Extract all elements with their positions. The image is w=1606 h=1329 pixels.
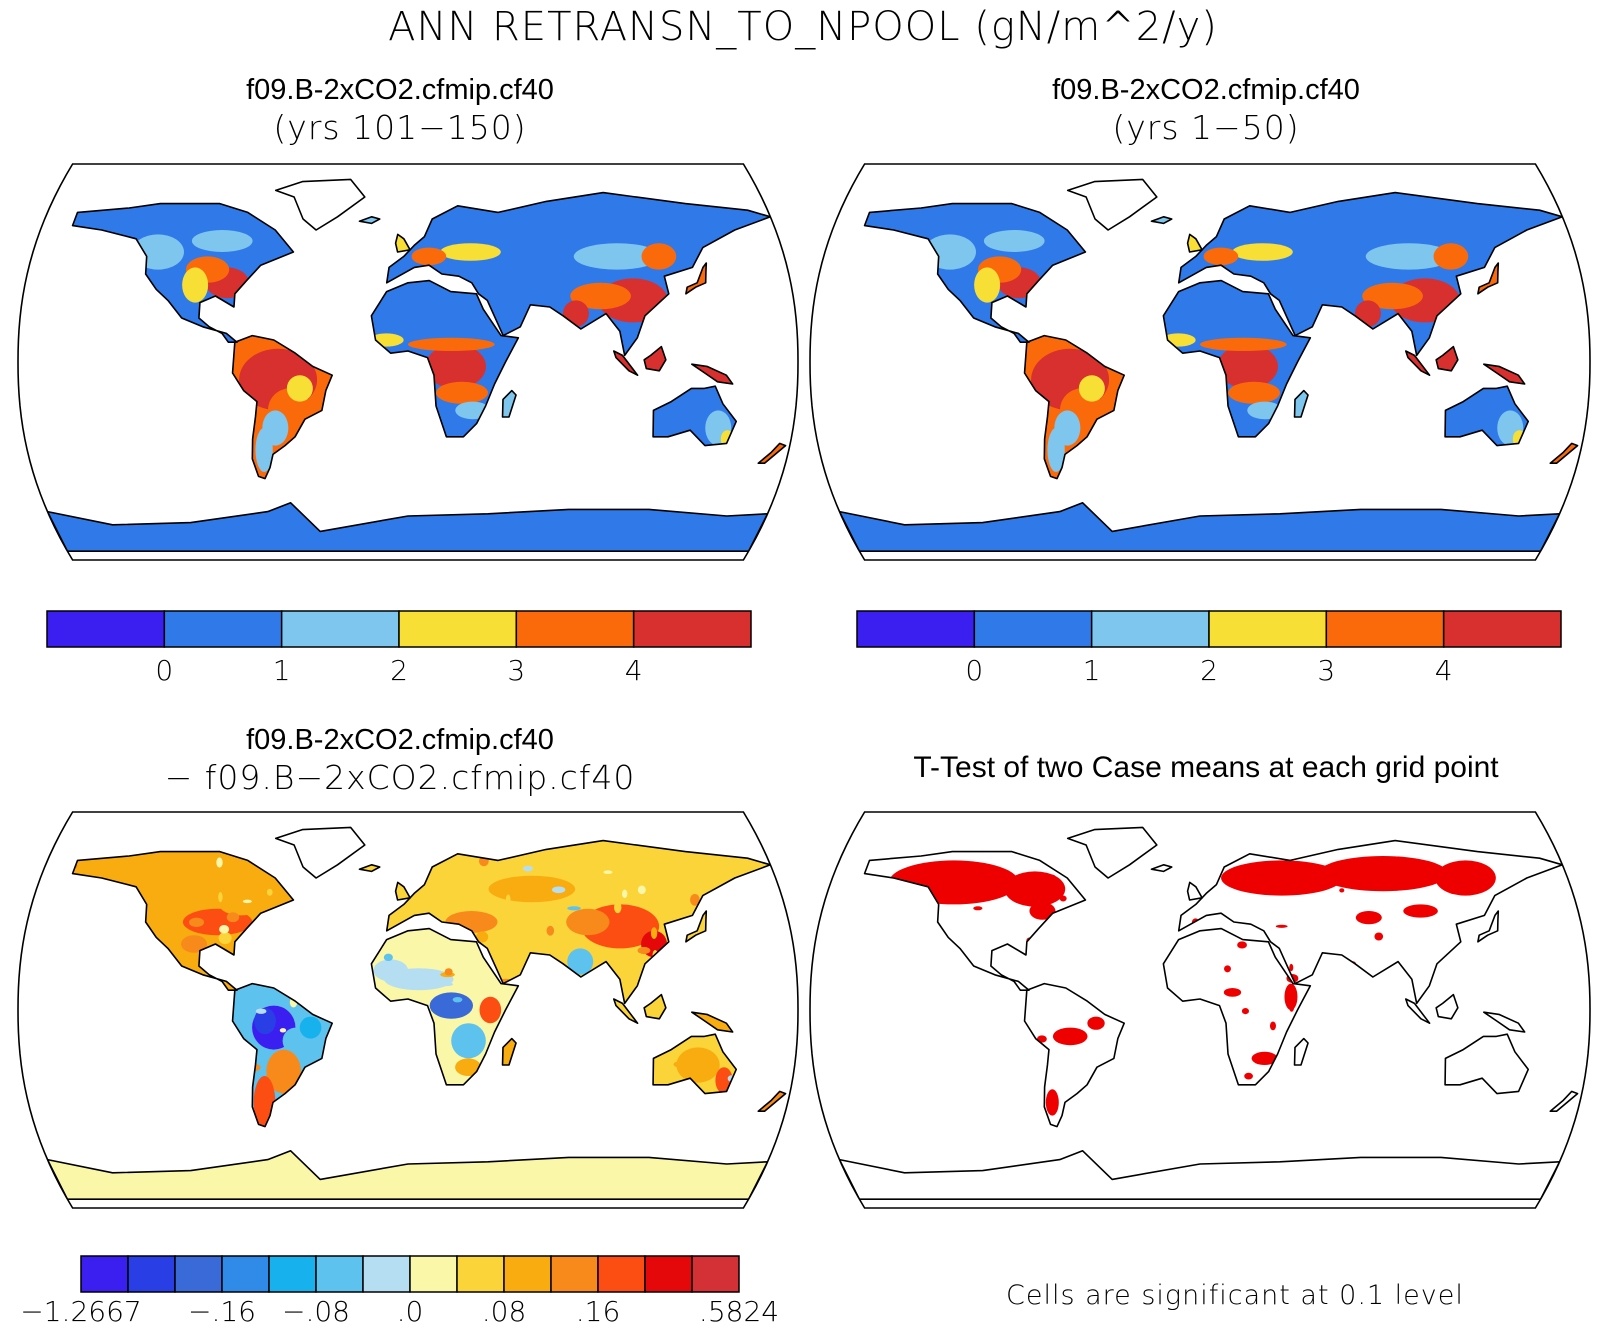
colorbar-swatch: [398, 610, 518, 648]
colorbar-labels-top-left: 0 1 2 3 4: [46, 654, 752, 688]
colorbar-swatch: [973, 610, 1093, 648]
colorbar-swatch: [691, 1255, 740, 1293]
map-case-yrs-101-150: [17, 163, 799, 561]
ttest-title: T-Test of two Case means at each grid po…: [913, 751, 1499, 784]
colorbar-swatch: [632, 610, 752, 648]
map-case-yrs-1-50: [809, 163, 1591, 561]
colorbar-top-right: [856, 610, 1562, 648]
map-difference: [17, 811, 799, 1209]
colorbar-swatch: [315, 1255, 364, 1293]
colorbar-tick-label: −.16: [188, 1295, 256, 1328]
panel-case-name: f09.B-2xCO2.cfmip.cf40: [246, 74, 554, 106]
colorbar-swatch: [174, 1255, 223, 1293]
colorbar-tick-label: −.08: [282, 1295, 350, 1328]
colorbar-swatch: [856, 610, 976, 648]
panel-years: (yrs 1−50): [1112, 108, 1300, 147]
panel-case-name: f09.B-2xCO2.cfmip.cf40: [246, 724, 554, 756]
panel-case-name: f09.B-2xCO2.cfmip.cf40: [1052, 74, 1360, 106]
colorbar-swatch: [80, 1255, 129, 1293]
colorbar-tick-label: .16: [575, 1295, 621, 1328]
colorbar-labels-top-right: 0 1 2 3 4: [856, 654, 1562, 688]
colorbar-tick-label: 0: [155, 654, 174, 687]
colorbar-tick-label: .0: [396, 1295, 424, 1328]
colorbar-tick-label: 1: [272, 654, 291, 687]
colorbar-tick-label: 4: [624, 654, 643, 687]
colorbar-swatch: [1442, 610, 1562, 648]
colorbar-swatch: [127, 1255, 176, 1293]
colorbar-swatch: [362, 1255, 411, 1293]
colorbar-swatch: [268, 1255, 317, 1293]
colorbar-tick-label: 2: [1200, 654, 1218, 687]
colorbar-swatch: [221, 1255, 270, 1293]
colorbar-swatch: [1325, 610, 1445, 648]
figure-title: ANN RETRANSN_TO_NPOOL (gN/m^2/y): [388, 4, 1218, 50]
panel-title-bottom-left: f09.B-2xCO2.cfmip.cf40 − f09.B−2xCO2.cfm…: [0, 722, 800, 798]
colorbar-tick-label: .5824: [698, 1295, 780, 1328]
panel-years: (yrs 101−150): [273, 108, 527, 147]
colorbar-swatch: [409, 1255, 458, 1293]
panel-difference-label: − f09.B−2xCO2.cfmip.cf40: [164, 758, 636, 797]
colorbar-top-left: [46, 610, 752, 648]
colorbar-tick-label: 4: [1434, 654, 1453, 687]
colorbar-swatch: [280, 610, 400, 648]
panel-title-bottom-right: T-Test of two Case means at each grid po…: [806, 750, 1606, 786]
colorbar-difference: [80, 1255, 740, 1293]
colorbar-swatch: [644, 1255, 693, 1293]
colorbar-tick-label: 0: [965, 654, 984, 687]
colorbar-tick-label: .08: [481, 1295, 527, 1328]
colorbar-swatch: [163, 610, 283, 648]
colorbar-swatch: [1208, 610, 1328, 648]
colorbar-tick-label: −1.2667: [20, 1295, 142, 1328]
colorbar-swatch: [1090, 610, 1210, 648]
colorbar-labels-difference: −1.2667 −.16 −.08 .0 .08 .16 .5824: [20, 1295, 779, 1329]
map-ttest-significance: [809, 811, 1591, 1209]
panel-title-top-right: f09.B-2xCO2.cfmip.cf40 (yrs 1−50): [806, 72, 1606, 148]
significance-footnote: Cells are significant at 0.1 level: [1006, 1280, 1464, 1311]
colorbar-swatch: [515, 610, 635, 648]
colorbar-swatch: [550, 1255, 599, 1293]
panel-title-top-left: f09.B-2xCO2.cfmip.cf40 (yrs 101−150): [0, 72, 800, 148]
colorbar-tick-label: 2: [390, 654, 408, 687]
colorbar-tick-label: 3: [1317, 654, 1336, 687]
colorbar-tick-label: 3: [507, 654, 526, 687]
colorbar-swatch: [46, 610, 166, 648]
colorbar-swatch: [503, 1255, 552, 1293]
colorbar-swatch: [597, 1255, 646, 1293]
colorbar-swatch: [456, 1255, 505, 1293]
colorbar-tick-label: 1: [1082, 654, 1101, 687]
